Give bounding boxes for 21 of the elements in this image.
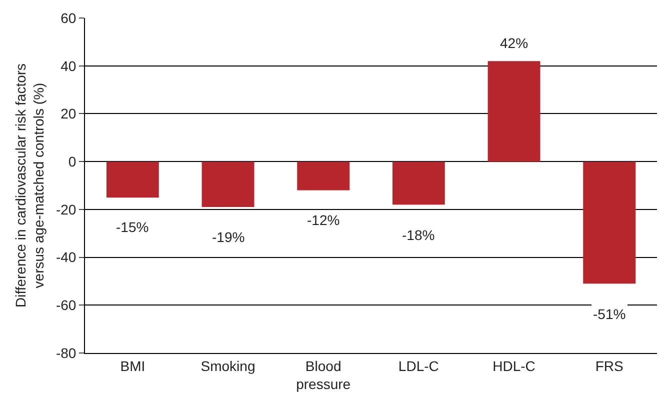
x-tick-label: Blood pressure bbox=[296, 358, 351, 392]
data-label: 42% bbox=[500, 35, 528, 51]
x-tick-label: HDL-C bbox=[492, 358, 536, 374]
y-tick-label: 0 bbox=[68, 153, 76, 170]
y-tick-label: -40 bbox=[56, 249, 76, 266]
y-tick-label: -80 bbox=[56, 344, 76, 361]
data-label: -12% bbox=[307, 212, 340, 228]
y-tick-label: 40 bbox=[60, 58, 76, 74]
y-tick-label: 60 bbox=[60, 10, 76, 26]
data-label: -18% bbox=[402, 227, 435, 243]
x-tick-label: FRS bbox=[595, 358, 624, 374]
data-label: -19% bbox=[212, 229, 245, 245]
data-label: -15% bbox=[116, 219, 149, 235]
data-label: -51% bbox=[593, 306, 626, 322]
x-tick-label: Smoking bbox=[200, 358, 256, 374]
y-tick-label: 20 bbox=[60, 106, 76, 122]
y-tick-label: -20 bbox=[56, 201, 76, 218]
y-tick-label: -60 bbox=[56, 297, 76, 314]
y-axis-title: Difference in cardiovascular risk factors versus age-matched controls (%) bbox=[12, 63, 47, 308]
x-tick-label: LDL-C bbox=[398, 358, 439, 374]
x-tick-label: BMI bbox=[120, 358, 146, 374]
